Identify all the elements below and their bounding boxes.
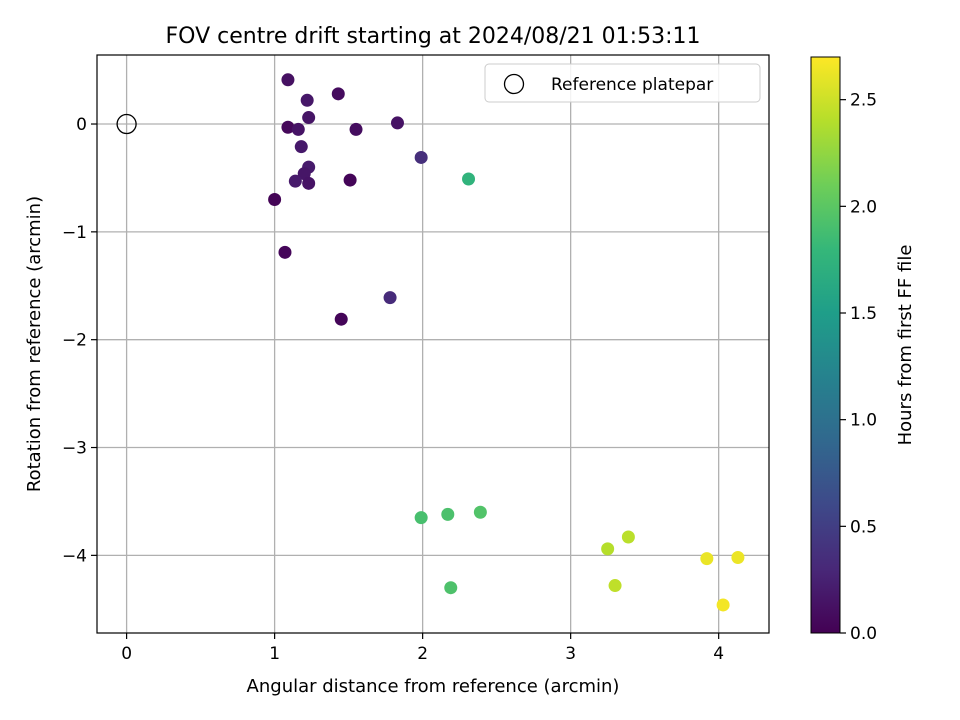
- data-point: [621, 530, 635, 544]
- data-point: [294, 140, 308, 154]
- data-point: [343, 173, 357, 187]
- colorbar-tick-label: 0.5: [850, 517, 877, 537]
- y-axis-label: Rotation from reference (arcmin): [24, 196, 45, 492]
- y-axis-ticks: 0 −1 −2 −3 −4: [62, 115, 97, 566]
- data-point: [288, 174, 302, 188]
- x-tick-label: 1: [269, 644, 280, 664]
- data-point: [441, 507, 455, 521]
- data-point: [281, 120, 295, 134]
- data-point: [383, 291, 397, 305]
- colorbar-tick-label: 0.0: [850, 624, 877, 644]
- y-tick-label: −3: [62, 439, 87, 459]
- legend-box: [484, 63, 761, 103]
- colorbar-tick-label: 2.0: [850, 197, 877, 217]
- data-point: [334, 312, 348, 326]
- colorbar: 0.0 0.5 1.0 1.5 2.0 2.5 Hours from first FF f…: [810, 56, 916, 644]
- data-point: [291, 122, 305, 136]
- data-point: [473, 505, 487, 519]
- data-point: [390, 116, 404, 130]
- data-point: [278, 245, 292, 259]
- data-point: [414, 150, 428, 164]
- x-tick-label: 4: [713, 644, 724, 664]
- data-point: [608, 579, 622, 593]
- data-point: [268, 193, 282, 206]
- colorbar-label: Hours from first FF file: [895, 245, 916, 446]
- data-point: [601, 542, 615, 556]
- scatter-points: [268, 73, 745, 612]
- x-tick-label: 3: [565, 644, 576, 664]
- x-tick-label: 0: [121, 644, 132, 664]
- data-point: [444, 581, 458, 595]
- y-tick-label: −2: [62, 331, 87, 351]
- colorbar-tick-label: 1.5: [850, 304, 877, 324]
- x-axis-label: Angular distance from reference (arcmin): [247, 676, 620, 697]
- legend: Reference platepar: [484, 63, 761, 103]
- colorbar-tick-label: 1.0: [850, 411, 877, 431]
- data-point: [302, 176, 316, 190]
- data-point: [414, 511, 428, 525]
- colorbar-gradient: [810, 56, 841, 634]
- reference-marker: [116, 113, 137, 135]
- colorbar-ticks: 0.0 0.5 1.0 1.5 2.0 2.5: [840, 91, 877, 644]
- chart-title: FOV centre drift starting at 2024/08/21 …: [166, 24, 701, 49]
- data-point: [300, 93, 314, 107]
- x-tick-label: 2: [417, 644, 428, 664]
- legend-marker-icon: [503, 73, 525, 95]
- y-tick-label: 0: [76, 115, 87, 135]
- data-point: [302, 111, 316, 125]
- data-point: [297, 167, 311, 181]
- data-point: [731, 551, 745, 565]
- data-point: [331, 87, 345, 101]
- data-point: [462, 172, 476, 186]
- x-axis-ticks: 0 1 2 3 4: [121, 633, 724, 664]
- legend-label: Reference platepar: [551, 75, 713, 95]
- y-tick-label: −4: [62, 546, 87, 566]
- data-point: [700, 552, 714, 566]
- y-tick-label: −1: [62, 223, 87, 243]
- plot-frame: [96, 54, 770, 634]
- reference-point: [116, 113, 137, 135]
- data-point: [716, 598, 730, 612]
- data-point: [281, 73, 295, 87]
- grid-lines: [97, 55, 769, 633]
- data-point: [349, 122, 363, 136]
- colorbar-tick-label: 2.5: [850, 91, 877, 111]
